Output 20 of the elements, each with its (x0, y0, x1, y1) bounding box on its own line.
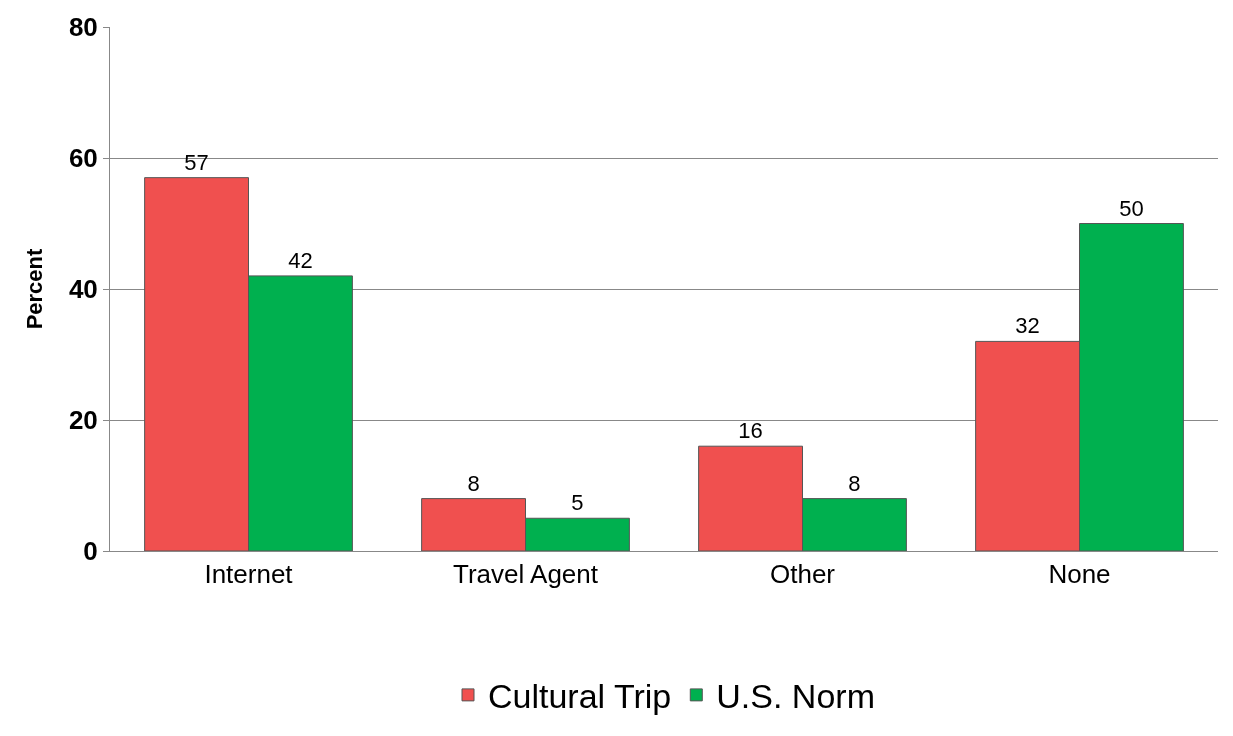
data-label: 57 (184, 149, 209, 175)
y-tick-label: 0 (83, 536, 98, 567)
legend-label: Cultural Trip (488, 677, 672, 716)
y-tick-label: 20 (68, 405, 98, 436)
data-label: 8 (848, 470, 861, 496)
data-label: 42 (288, 247, 313, 273)
y-axis-title: Percent (21, 247, 47, 330)
x-tick-label: None (1048, 559, 1111, 590)
x-tick-label: Travel Agent (452, 559, 599, 590)
data-label: 8 (467, 470, 480, 496)
data-label: 16 (738, 418, 763, 444)
y-tick-label: 40 (68, 274, 98, 305)
x-tick-label: Other (769, 559, 836, 590)
y-tick-label: 80 (68, 12, 98, 43)
data-label: 32 (1015, 313, 1040, 339)
data-label: 5 (571, 490, 584, 516)
legend-label: U.S. Norm (716, 677, 875, 716)
y-tick-label: 60 (68, 143, 98, 174)
x-tick-label: Internet (204, 559, 294, 590)
data-label: 50 (1119, 195, 1144, 221)
